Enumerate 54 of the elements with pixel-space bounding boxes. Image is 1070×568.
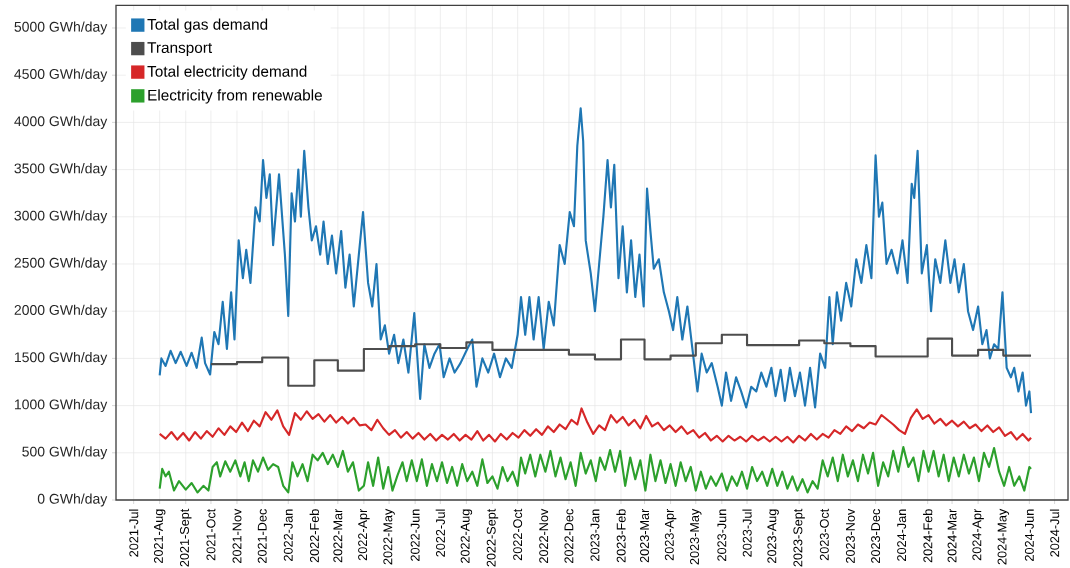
legend-label: Total gas demand	[147, 18, 268, 33]
x-tick-label: 2022-Apr	[358, 508, 370, 561]
x-tick-label: 2023-Aug	[767, 509, 779, 564]
x-tick-label: 2024-Mar	[947, 508, 957, 563]
y-tick-label: 500 GWh/day	[22, 446, 108, 460]
x-tick-label: 2024-Apr	[972, 508, 984, 561]
x-tick-label: 2023-Jun	[717, 509, 727, 561]
x-tick-label: 2024-Feb	[923, 509, 933, 563]
x-tick-label: 2022-Feb	[309, 509, 319, 563]
x-tick-label: 2022-Sept	[486, 508, 499, 567]
legend-label: Transport	[147, 42, 213, 57]
x-tick-label: 2024-Jan	[897, 509, 907, 561]
x-tick-label: 2021-Dec	[257, 509, 267, 564]
x-tick-label: 2022-Mar	[333, 508, 343, 563]
y-tick-label: 2000 GWh/day	[14, 304, 108, 318]
x-tick-label: 2024-Jun	[1024, 509, 1034, 561]
x-tick-label: 2022-Jul	[435, 509, 445, 557]
x-tick-label: 2022-May	[383, 508, 395, 565]
x-tick-label: 2023-Jul	[742, 509, 752, 557]
x-tick-label: 2022-Nov	[539, 508, 549, 564]
x-tick-label: 2023-Apr	[664, 508, 677, 561]
y-tick-label: 1000 GWh/day	[14, 399, 108, 413]
y-tick-label: 0 GWh/day	[37, 493, 108, 507]
y-tick-label: 4000 GWh/day	[14, 115, 108, 129]
x-tick-label: 2023-Feb	[616, 509, 626, 563]
x-tick-label: 2022-Jan	[283, 509, 293, 561]
y-tick-label: 2500 GWh/day	[14, 257, 108, 271]
x-tick-label: 2021-Nov	[232, 508, 242, 564]
x-tick-label: 2023-Mar	[640, 508, 650, 563]
y-tick-label: 5000 GWh/day	[14, 21, 108, 35]
x-tick-label: 2023-Oct	[819, 508, 829, 561]
x-tick-label: 2021-Oct	[206, 508, 216, 561]
x-tick-label: 2022-Jun	[410, 509, 420, 561]
x-tick-label: 2023-Nov	[845, 508, 855, 564]
x-tick-label: 2021-Sept	[180, 508, 192, 567]
y-tick-label: 3000 GWh/day	[14, 210, 108, 224]
x-tick-label: 2023-Jan	[590, 509, 600, 561]
legend-label: Total electricity demand	[147, 65, 307, 80]
y-tick-label: 1500 GWh/day	[14, 351, 108, 365]
x-tick-label: 2023-Sept	[793, 508, 805, 567]
x-tick-label: 2024-Jul	[1049, 509, 1060, 557]
x-tick-label: 2023-Dec	[871, 509, 881, 564]
x-tick-label: 2022-Oct	[513, 508, 523, 561]
y-tick-label: 3500 GWh/day	[14, 163, 108, 177]
line-series	[158, 446, 1033, 494]
y-tick-label: 4500 GWh/day	[14, 68, 108, 82]
x-tick-label: 2022-Aug	[460, 509, 473, 564]
legend-label: Electricity from renewable	[148, 89, 322, 104]
x-tick-label: 2022-Dec	[564, 509, 574, 564]
x-tick-label: 2023-May	[690, 508, 702, 565]
x-tick-label: 2021-Jul	[128, 509, 139, 557]
x-tick-label: 2024-May	[997, 508, 1010, 565]
x-tick-label: 2021-Aug	[153, 509, 166, 564]
line-series	[158, 107, 1033, 415]
